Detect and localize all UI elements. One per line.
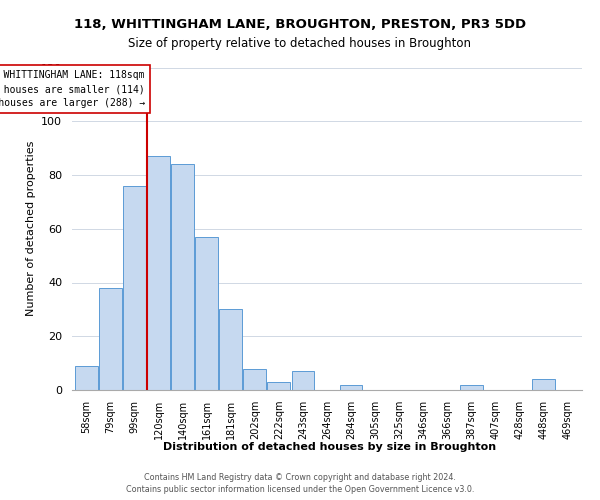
Text: 118 WHITTINGHAM LANE: 118sqm
← 28% of detached houses are smaller (114)
72% of s: 118 WHITTINGHAM LANE: 118sqm ← 28% of de… <box>0 70 145 108</box>
Bar <box>292 371 314 390</box>
Bar <box>75 366 98 390</box>
Text: Contains HM Land Registry data © Crown copyright and database right 2024.: Contains HM Land Registry data © Crown c… <box>144 472 456 482</box>
Bar <box>147 156 170 390</box>
Bar <box>268 382 290 390</box>
Text: Contains public sector information licensed under the Open Government Licence v3: Contains public sector information licen… <box>126 485 474 494</box>
Bar <box>340 384 362 390</box>
Bar <box>460 384 483 390</box>
Text: Distribution of detached houses by size in Broughton: Distribution of detached houses by size … <box>163 442 497 452</box>
Bar <box>195 237 218 390</box>
Text: 118, WHITTINGHAM LANE, BROUGHTON, PRESTON, PR3 5DD: 118, WHITTINGHAM LANE, BROUGHTON, PRESTO… <box>74 18 526 30</box>
Bar <box>99 288 122 390</box>
Text: Size of property relative to detached houses in Broughton: Size of property relative to detached ho… <box>128 38 472 51</box>
Bar <box>220 310 242 390</box>
Bar <box>244 368 266 390</box>
Bar <box>171 164 194 390</box>
Bar <box>123 186 146 390</box>
Y-axis label: Number of detached properties: Number of detached properties <box>26 141 35 316</box>
Bar <box>532 380 555 390</box>
